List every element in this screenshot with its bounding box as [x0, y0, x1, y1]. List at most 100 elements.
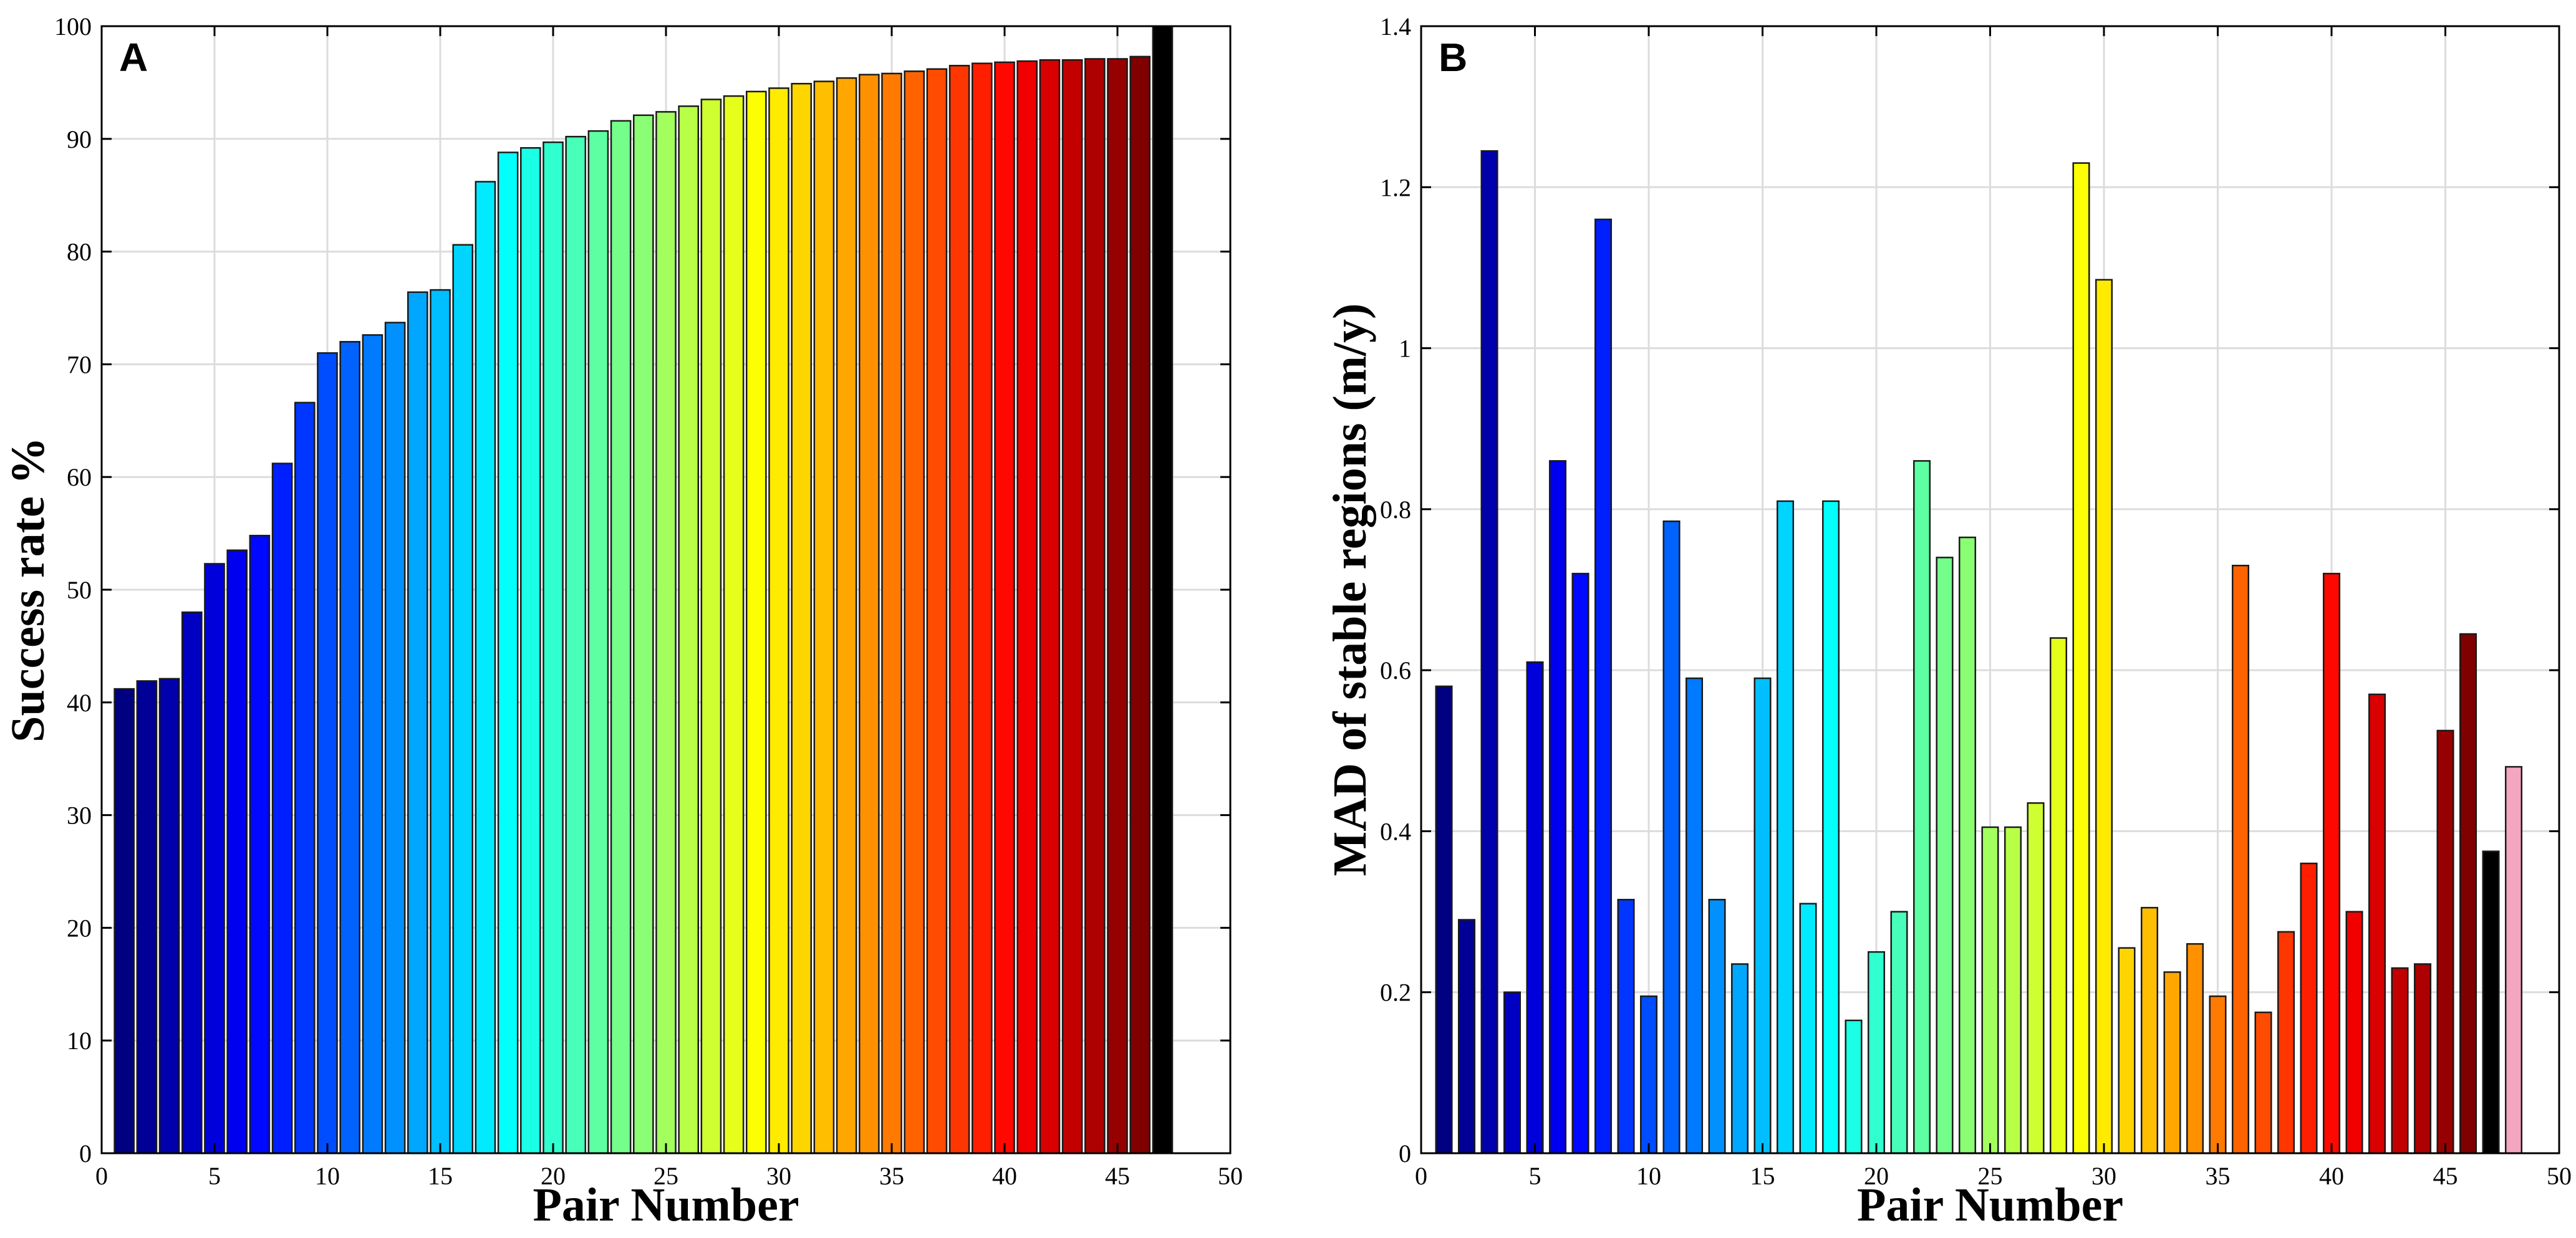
panel-b-bar-47	[2482, 850, 2500, 1154]
panel-b-bar-10	[1639, 995, 1658, 1154]
panel-a-bar-25	[655, 111, 677, 1154]
panel-a-bar-43	[1061, 59, 1083, 1154]
panel-b-bar-17	[1799, 903, 1817, 1154]
panel-b-ytick-label: 1.2	[1380, 173, 1411, 201]
panel-b-bar-37	[2254, 1011, 2272, 1154]
panel-b-bar-29	[2072, 162, 2090, 1154]
panel-b-bar-36	[2231, 565, 2250, 1154]
panel-b-bar-25	[1981, 826, 1999, 1154]
panel-a-ytick-label: 80	[67, 238, 92, 266]
panel-a-bar-24	[632, 114, 654, 1154]
panel-b-bar-5	[1526, 661, 1544, 1154]
panel-b-bars	[1435, 150, 2523, 1154]
panel-b-bar-41	[2345, 911, 2363, 1154]
panel-a-bar-22	[587, 130, 609, 1154]
panel-a-ytick-label: 0	[79, 1140, 92, 1168]
panel-b-bar-27	[2027, 802, 2045, 1154]
panel-a-bar-11	[339, 340, 361, 1154]
panel-a-xtick-label: 30	[766, 1162, 791, 1190]
panel-a-bar-18	[497, 151, 519, 1154]
panel-b-bar-30	[2095, 279, 2113, 1154]
panel-a-bar-47	[1152, 25, 1174, 1154]
panel-a-bar-20	[543, 141, 564, 1154]
panel-b-bar-23	[1936, 557, 1954, 1154]
panel-b-ytick-label: 0.6	[1380, 656, 1411, 684]
panel-a-ytick-label: 40	[67, 689, 92, 717]
panel-a-xtick-label: 45	[1105, 1162, 1130, 1190]
panel-b-bar-32	[2140, 906, 2159, 1154]
panel-b-bar-18	[1821, 500, 1840, 1154]
panel-b-bar-39	[2300, 862, 2318, 1154]
panel-b-y-axis-label: MAD of stable regions (m/y)	[1324, 304, 1376, 876]
panel-a-xtick-label: 10	[315, 1162, 340, 1190]
panel-b-bar-31	[2118, 947, 2136, 1154]
panel-b-xtick-label: 30	[2091, 1162, 2116, 1190]
panel-a-bar-9	[294, 401, 316, 1154]
panel-a-ytick-label: 70	[67, 350, 92, 378]
panel-b-bar-2	[1457, 919, 1476, 1154]
panel-a-bar-36	[904, 70, 925, 1154]
panel-a-bar-41	[1016, 60, 1038, 1154]
panel-a-bar-32	[813, 80, 835, 1154]
panel-a-ytick-label: 90	[67, 125, 92, 153]
panel-b-bar-16	[1776, 500, 1795, 1154]
panel-b-ticks: 0 0.2 0.4 0.6 0.8 1 1.2 1.4 0 5 10 15 20 25 30 35 40 45 50	[1380, 12, 2572, 1190]
panel-b-bar-20	[1867, 951, 1886, 1154]
panel-a-bar-45	[1107, 58, 1128, 1154]
panel-a-bar-37	[926, 68, 948, 1154]
panel-b-xtick-label: 10	[1636, 1162, 1661, 1190]
panel-a-bar-39	[971, 62, 993, 1154]
panel-a-y-axis-label: Success rate %	[2, 437, 54, 742]
panel-a-xtick-label: 50	[1218, 1162, 1243, 1190]
panel-a-bar-35	[881, 72, 902, 1154]
panel-a-ytick-label: 10	[67, 1027, 92, 1055]
panel-b-ytick-label: 1	[1399, 335, 1411, 363]
panel-a-bar-5	[204, 563, 225, 1154]
panel-b-ytick-label: 1.4	[1380, 12, 1411, 41]
panel-b-bar-34	[2186, 943, 2204, 1154]
panel-a-bar-7	[249, 534, 271, 1154]
panel-b-bar-26	[2004, 826, 2022, 1154]
panel-b-mad-chart: 0 0.2 0.4 0.6 0.8 1 1.2 1.4 0 5 10 15 20 25 30 35 40 45 50…	[1324, 12, 2572, 1231]
panel-a-bar-17	[475, 181, 496, 1154]
panel-b-bar-1	[1435, 685, 1453, 1154]
panel-a-ytick-label: 50	[67, 576, 92, 604]
panel-a-success-rate-chart: 0 10 20 30 40 50 60 70 80 90 100 0 5 10 15 20 25 30 35 40 45…	[2, 12, 1243, 1231]
panel-a-bar-1	[113, 688, 135, 1154]
panel-b-bar-43	[2391, 967, 2409, 1154]
panel-b-bar-48	[2504, 765, 2523, 1154]
panel-b-bar-7	[1571, 572, 1589, 1154]
panel-a-bar-44	[1084, 58, 1106, 1154]
panel-b-bar-21	[1890, 911, 1908, 1154]
panel-a-ytick-label: 30	[67, 802, 92, 830]
panel-b-xtick-label: 40	[2319, 1162, 2344, 1190]
panel-a-bar-16	[452, 244, 474, 1154]
panel-a-bar-40	[994, 61, 1015, 1154]
panel-b-bar-40	[2322, 572, 2341, 1154]
panel-a-bar-15	[430, 289, 451, 1154]
panel-b-bar-28	[2049, 637, 2068, 1154]
panel-a-bar-12	[362, 334, 384, 1154]
panel-a-bars	[113, 25, 1174, 1154]
panel-b-bar-13	[1708, 898, 1726, 1154]
panel-a-bar-19	[519, 147, 541, 1154]
panel-b-xtick-label: 45	[2433, 1162, 2458, 1190]
panel-a-bar-28	[723, 95, 745, 1154]
panel-b-ytick-label: 0	[1399, 1140, 1411, 1168]
panel-a-bar-4	[181, 611, 203, 1154]
panel-a-bar-29	[745, 90, 767, 1154]
panel-b-xtick-label: 0	[1415, 1162, 1427, 1190]
panel-a-ytick-label: 60	[67, 463, 92, 491]
panel-a-bar-27	[700, 98, 722, 1154]
panel-b-xtick-label: 5	[1529, 1162, 1541, 1190]
panel-b-xtick-label: 35	[2206, 1162, 2231, 1190]
panel-b-bar-9	[1617, 898, 1635, 1154]
panel-a-bar-21	[565, 135, 587, 1154]
panel-b-letter: B	[1439, 35, 1467, 80]
panel-b-bar-38	[2277, 931, 2295, 1154]
panel-b-bar-14	[1730, 963, 1749, 1154]
panel-b-bar-22	[1913, 460, 1931, 1154]
panel-a-bar-14	[407, 291, 428, 1154]
panel-b-bar-3	[1480, 150, 1498, 1154]
panel-b-bar-24	[1958, 536, 1977, 1154]
